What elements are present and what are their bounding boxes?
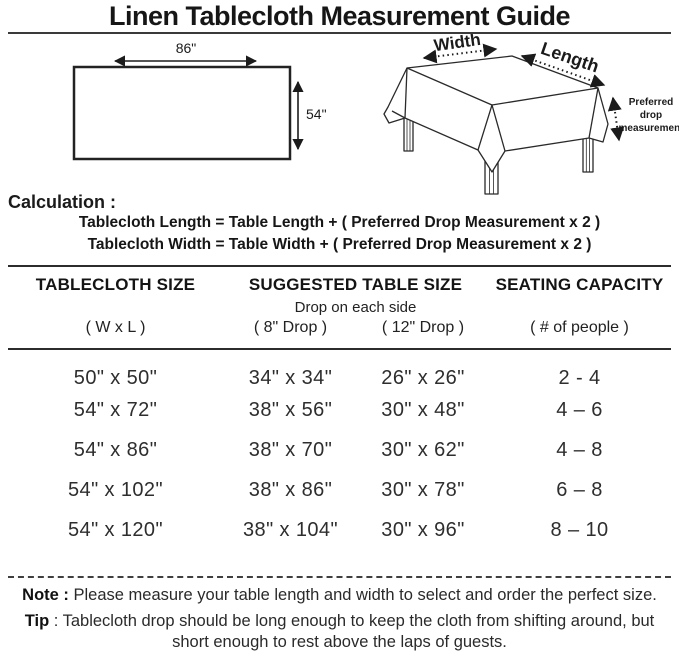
sub-header-people: ( # of people ) [488,317,671,350]
cell-12-drop: 30" x 96" [381,518,465,541]
col-header-tablecloth-size: TABLECLOTH SIZE [8,265,223,297]
tablecloth-outline [383,55,609,173]
flat-tablecloth-diagram: 86" 54" [72,40,327,161]
cell-8-drop: 38" x 86" [248,478,333,501]
cell-8-drop: 34" x 34" [248,367,333,389]
table-row: 50" x 50" 34" x 34" 26" x 26" 2 - 4 [8,349,671,390]
svg-text:measurement: measurement [618,123,679,134]
tip-label: Tip [24,612,50,631]
cell-tablecloth-size: 50" x 50" [73,367,158,389]
cell-12-drop: 26" x 26" [381,367,465,389]
sub-header-12-drop: ( 12" Drop ) [358,317,488,350]
sub-header-wxl: ( W x L ) [8,317,223,350]
table-leg-right [582,133,594,173]
cell-seating: 4 – 6 [556,398,603,421]
cell-tablecloth-size: 54" x 120" [68,518,163,541]
cell-tablecloth-size: 54" x 102" [68,478,163,501]
cell-8-drop: 38" x 104" [243,518,338,541]
size-table: TABLECLOTH SIZE SUGGESTED TABLE SIZE SEA… [8,265,671,550]
flat-width-label: 86" [176,40,197,56]
note-line: Note : Please measure your table length … [8,585,671,606]
calculation-heading: Calculation : [8,192,117,212]
note-label: Note : [22,586,69,604]
table-row: 54" x 102" 38" x 86" 30" x 78" 6 – 8 [8,470,671,510]
note-text: Please measure your table length and wid… [68,586,657,604]
drop-label: Preferred drop measurement [618,97,679,134]
svg-text:Preferred: Preferred [629,97,673,108]
tablecloth-rect [72,65,292,161]
col-header-suggested-table-size: SUGGESTED TABLE SIZE [223,265,488,297]
title-divider [8,32,671,34]
cell-seating: 4 – 8 [556,438,603,461]
length-arrow [520,53,606,88]
table-drop-diagram: Width Length Preferred drop measurement [383,34,679,195]
page-title: Linen Tablecloth Measurement Guide [108,1,571,31]
left-drape-folds [391,67,408,119]
cell-seating: 6 – 8 [556,478,603,501]
cell-12-drop: 30" x 48" [381,398,465,421]
sub-header-8-drop: ( 8" Drop ) [223,317,358,350]
tip-text: : Tablecloth drop should be long enough … [49,612,655,652]
cell-8-drop: 38" x 56" [248,398,333,421]
cell-tablecloth-size: 54" x 72" [73,398,158,421]
table-row: 54" x 72" 38" x 56" 30" x 48" 4 – 6 [8,390,671,430]
width-label: Width [433,34,482,55]
flat-height-label: 54" [306,106,327,122]
cell-8-drop: 38" x 70" [248,438,333,461]
svg-text:drop: drop [640,110,662,121]
table-row: 54" x 120" 38" x 104" 30" x 96" 8 – 10 [8,510,671,550]
calculation-formula-length: Tablecloth Length = Table Length + ( Pre… [78,214,601,231]
tip-line: Tip : Tablecloth drop should be long eno… [8,611,671,653]
cell-seating: 8 – 10 [550,518,609,541]
cell-seating: 2 - 4 [558,367,601,389]
cell-tablecloth-size: 54" x 86" [73,438,158,461]
col-header-seating-capacity: SEATING CAPACITY [488,265,671,297]
front-drape-folds [477,104,506,152]
table-row: 54" x 86" 38" x 70" 30" x 62" 4 – 8 [8,430,671,470]
cell-12-drop: 30" x 78" [381,478,465,501]
cell-12-drop: 30" x 62" [381,438,465,461]
calculation-formula-width: Tablecloth Width = Table Width + ( Prefe… [87,236,592,253]
right-drape-fold [588,87,599,139]
notes-section: Note : Please measure your table length … [8,576,671,653]
drop-on-each-side-note: Drop on each side [294,299,417,316]
